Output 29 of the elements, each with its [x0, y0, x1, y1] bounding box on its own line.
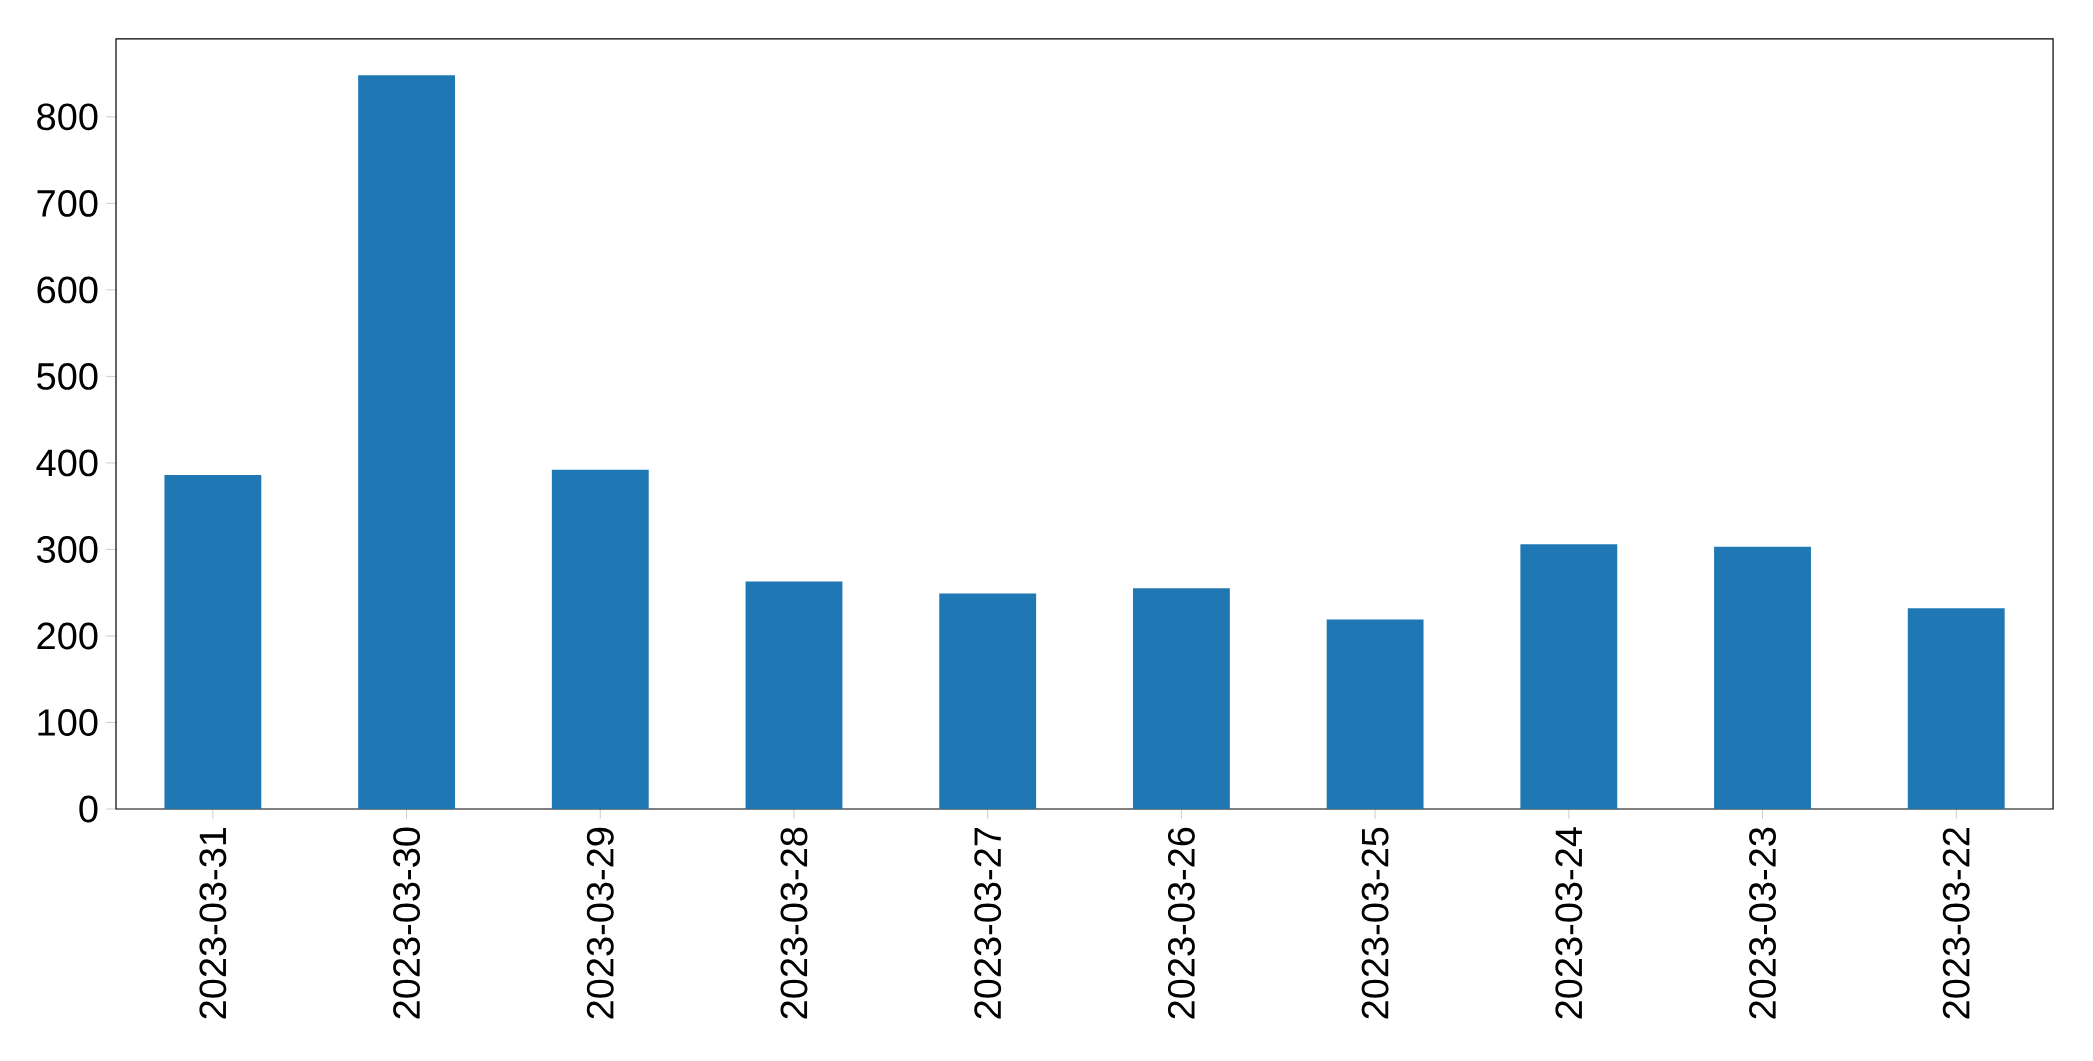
- bar: [358, 75, 455, 809]
- x-tick-label: 2023-03-25: [1361, 827, 1389, 1019]
- bar: [939, 593, 1037, 809]
- y-tick-label: 400: [36, 449, 98, 477]
- bar: [1907, 608, 2005, 809]
- x-tick-label: 2023-03-24: [1555, 827, 1583, 1019]
- x-tick-label: 2023-03-27: [974, 827, 1002, 1019]
- y-tick-label: 800: [37, 103, 98, 131]
- y-tick-label: 700: [37, 189, 98, 217]
- x-tick-label: 2023-03-28: [780, 827, 808, 1019]
- y-tick-label: 0: [79, 795, 98, 823]
- bar: [551, 469, 649, 809]
- bar: [1326, 619, 1424, 809]
- bar: [745, 581, 843, 809]
- x-tick-label: 2023-03-23: [1749, 827, 1776, 1019]
- bar: [164, 475, 262, 809]
- bar: [1132, 588, 1230, 809]
- y-tick-label: 600: [37, 276, 98, 304]
- x-tick-label: 2023-03-31: [199, 827, 227, 1019]
- y-tick-label: 500: [37, 362, 98, 390]
- y-tick-label: 100: [38, 709, 98, 736]
- y-tick-label: 300: [37, 535, 98, 563]
- x-tick-label: 2023-03-22: [1942, 827, 1970, 1019]
- bar: [1714, 546, 1811, 809]
- x-tick-label: 2023-03-29: [586, 827, 614, 1019]
- bar: [1520, 544, 1618, 809]
- y-tick-label: 200: [37, 622, 98, 650]
- x-tick-label: 2023-03-26: [1167, 827, 1195, 1019]
- x-tick-label: 2023-03-30: [393, 827, 421, 1019]
